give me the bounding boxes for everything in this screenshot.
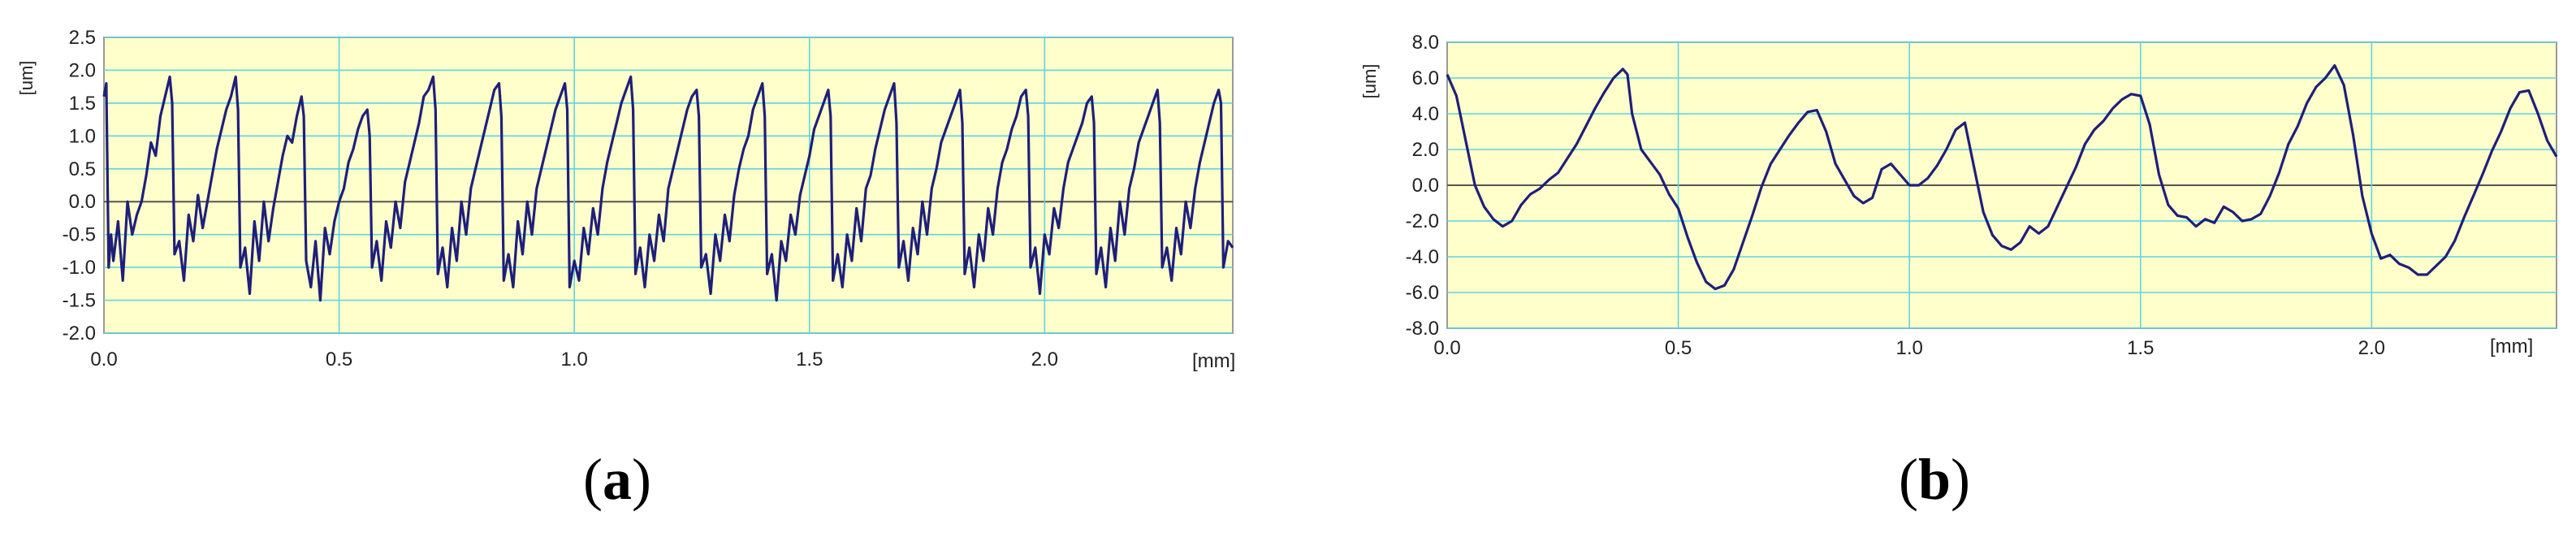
y-tick-label-b-8: -8.0 xyxy=(1406,318,1439,340)
x-tick-label-a-0: 0.0 xyxy=(90,349,117,370)
y-axis-label-a: [um] xyxy=(16,61,37,96)
x-tick-label-b-3: 1.5 xyxy=(2127,337,2154,359)
panel-b: 8.06.04.02.00.0-2.0-4.0-6.0-8.00.0 0.5 1.0… xyxy=(1359,32,2558,512)
y-tick-label-a-6: -0.5 xyxy=(63,224,96,246)
y-tick-label-a-3: 1.0 xyxy=(69,125,96,147)
tick-labels-a: 2.5 2.0 1.5 1.0 0.5 0.0 -0.5 -1.0 -1.5 -2.0 0.0 0.5… xyxy=(63,27,1058,370)
y-tick-label-a-9: -2.0 xyxy=(63,323,96,344)
x-axis-label-a: [mm] xyxy=(1192,350,1235,372)
subfigure-label-b-open: ( xyxy=(1899,447,1918,512)
y-tick-label-b-0: 8.0 xyxy=(1412,32,1439,54)
y-tick-label-a-7: -1.0 xyxy=(63,257,96,279)
x-tick-label-b-1: 0.5 xyxy=(1665,337,1692,359)
y-tick-label-a-1: 2.0 xyxy=(69,59,96,81)
y-tick-label-b-5: -2.0 xyxy=(1406,210,1439,232)
x-tick-label-b-2: 1.0 xyxy=(1895,337,1922,359)
y-tick-label-b-3: 2.0 xyxy=(1412,139,1439,161)
series-line-b xyxy=(1446,64,2558,291)
tick-labels-b: 8.06.04.02.00.0-2.0-4.0-6.0-8.00.0 0.5 1.0… xyxy=(1406,32,2385,359)
y-tick-label-a-0: 2.5 xyxy=(69,27,96,49)
y-tick-label-b-6: -4.0 xyxy=(1406,246,1439,268)
y-tick-label-a-5: 0.0 xyxy=(69,191,96,213)
gridlines-b xyxy=(1447,41,2557,329)
subfigure-label-a-open: ( xyxy=(583,447,603,512)
subfigure-label-a-close: ) xyxy=(632,447,651,512)
panel-a: 2.5 2.0 1.5 1.0 0.5 0.0 -0.5 -1.0 -1.5 -2.0 0.0 0.5… xyxy=(16,27,1235,512)
y-tick-label-b-7: -6.0 xyxy=(1406,282,1439,304)
y-tick-label-b-1: 6.0 xyxy=(1412,67,1439,89)
y-tick-label-a-2: 1.5 xyxy=(69,93,96,115)
series-line-a xyxy=(102,75,1234,302)
subfigure-label-b-letter: b xyxy=(1918,447,1951,512)
y-tick-label-a-8: -1.5 xyxy=(63,290,96,312)
x-tick-label-a-3: 1.5 xyxy=(796,349,823,370)
subfigure-label-a: (a) xyxy=(583,447,651,512)
x-axis-label-b: [mm] xyxy=(2490,336,2533,358)
subfigure-label-b: (b) xyxy=(1899,447,1970,512)
x-tick-label-a-4: 2.0 xyxy=(1031,349,1058,370)
x-tick-label-b-4: 2.0 xyxy=(2358,337,2385,359)
x-tick-label-a-1: 0.5 xyxy=(326,349,352,370)
x-tick-label-b-0: 0.0 xyxy=(1433,337,1460,359)
x-tick-label-a-2: 1.0 xyxy=(560,349,587,370)
subfigure-label-b-close: ) xyxy=(1951,447,1970,512)
y-tick-label-a-4: 0.5 xyxy=(69,158,96,180)
y-tick-label-b-2: 4.0 xyxy=(1412,103,1439,125)
y-tick-label-b-4: 0.0 xyxy=(1412,175,1439,197)
subfigure-label-a-letter: a xyxy=(603,447,632,512)
y-axis-label-b: [um] xyxy=(1359,64,1380,99)
